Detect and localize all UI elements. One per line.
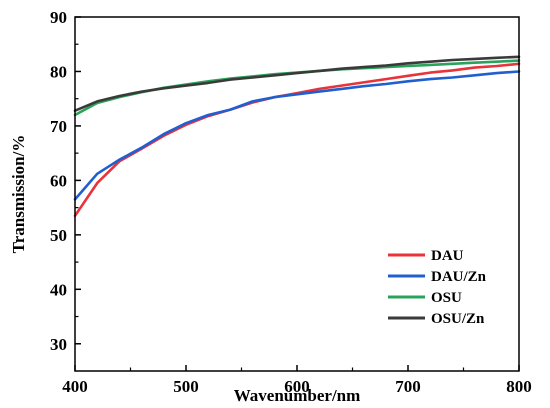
y-tick-label: 70 xyxy=(50,117,67,136)
y-axis-title: Transmission/% xyxy=(9,135,28,254)
series-line-dau-zn xyxy=(73,70,521,201)
x-tick-label: 500 xyxy=(173,377,199,396)
y-tick-label: 80 xyxy=(50,62,67,81)
legend-label: OSU xyxy=(431,290,462,306)
axis-ticks xyxy=(74,16,520,371)
y-tick-label: 90 xyxy=(50,8,67,27)
y-tick-label: 40 xyxy=(50,280,67,299)
plot-lines xyxy=(73,55,521,218)
legend-label: DAU xyxy=(431,248,464,264)
x-tick-label: 700 xyxy=(395,377,421,396)
series-line-osu xyxy=(73,59,521,117)
x-tick-label: 400 xyxy=(62,377,88,396)
y-tick-label: 30 xyxy=(50,335,67,354)
y-tick-label: 60 xyxy=(50,171,67,190)
series-line-osu-zn xyxy=(73,55,521,112)
y-tick-label: 50 xyxy=(50,226,67,245)
legend-label: DAU/Zn xyxy=(431,269,487,285)
legend: DAU DAU/Zn OSU OSU/Zn xyxy=(388,248,487,327)
x-axis-title: Wavenumber/nm xyxy=(234,386,361,405)
tick-labels: 400 500 600 700 800 30 40 50 60 70 80 90 xyxy=(50,8,532,396)
series-line-dau xyxy=(73,62,521,218)
legend-label: OSU/Zn xyxy=(431,311,485,327)
x-tick-label: 600 xyxy=(284,377,310,396)
x-tick-label: 800 xyxy=(506,377,532,396)
